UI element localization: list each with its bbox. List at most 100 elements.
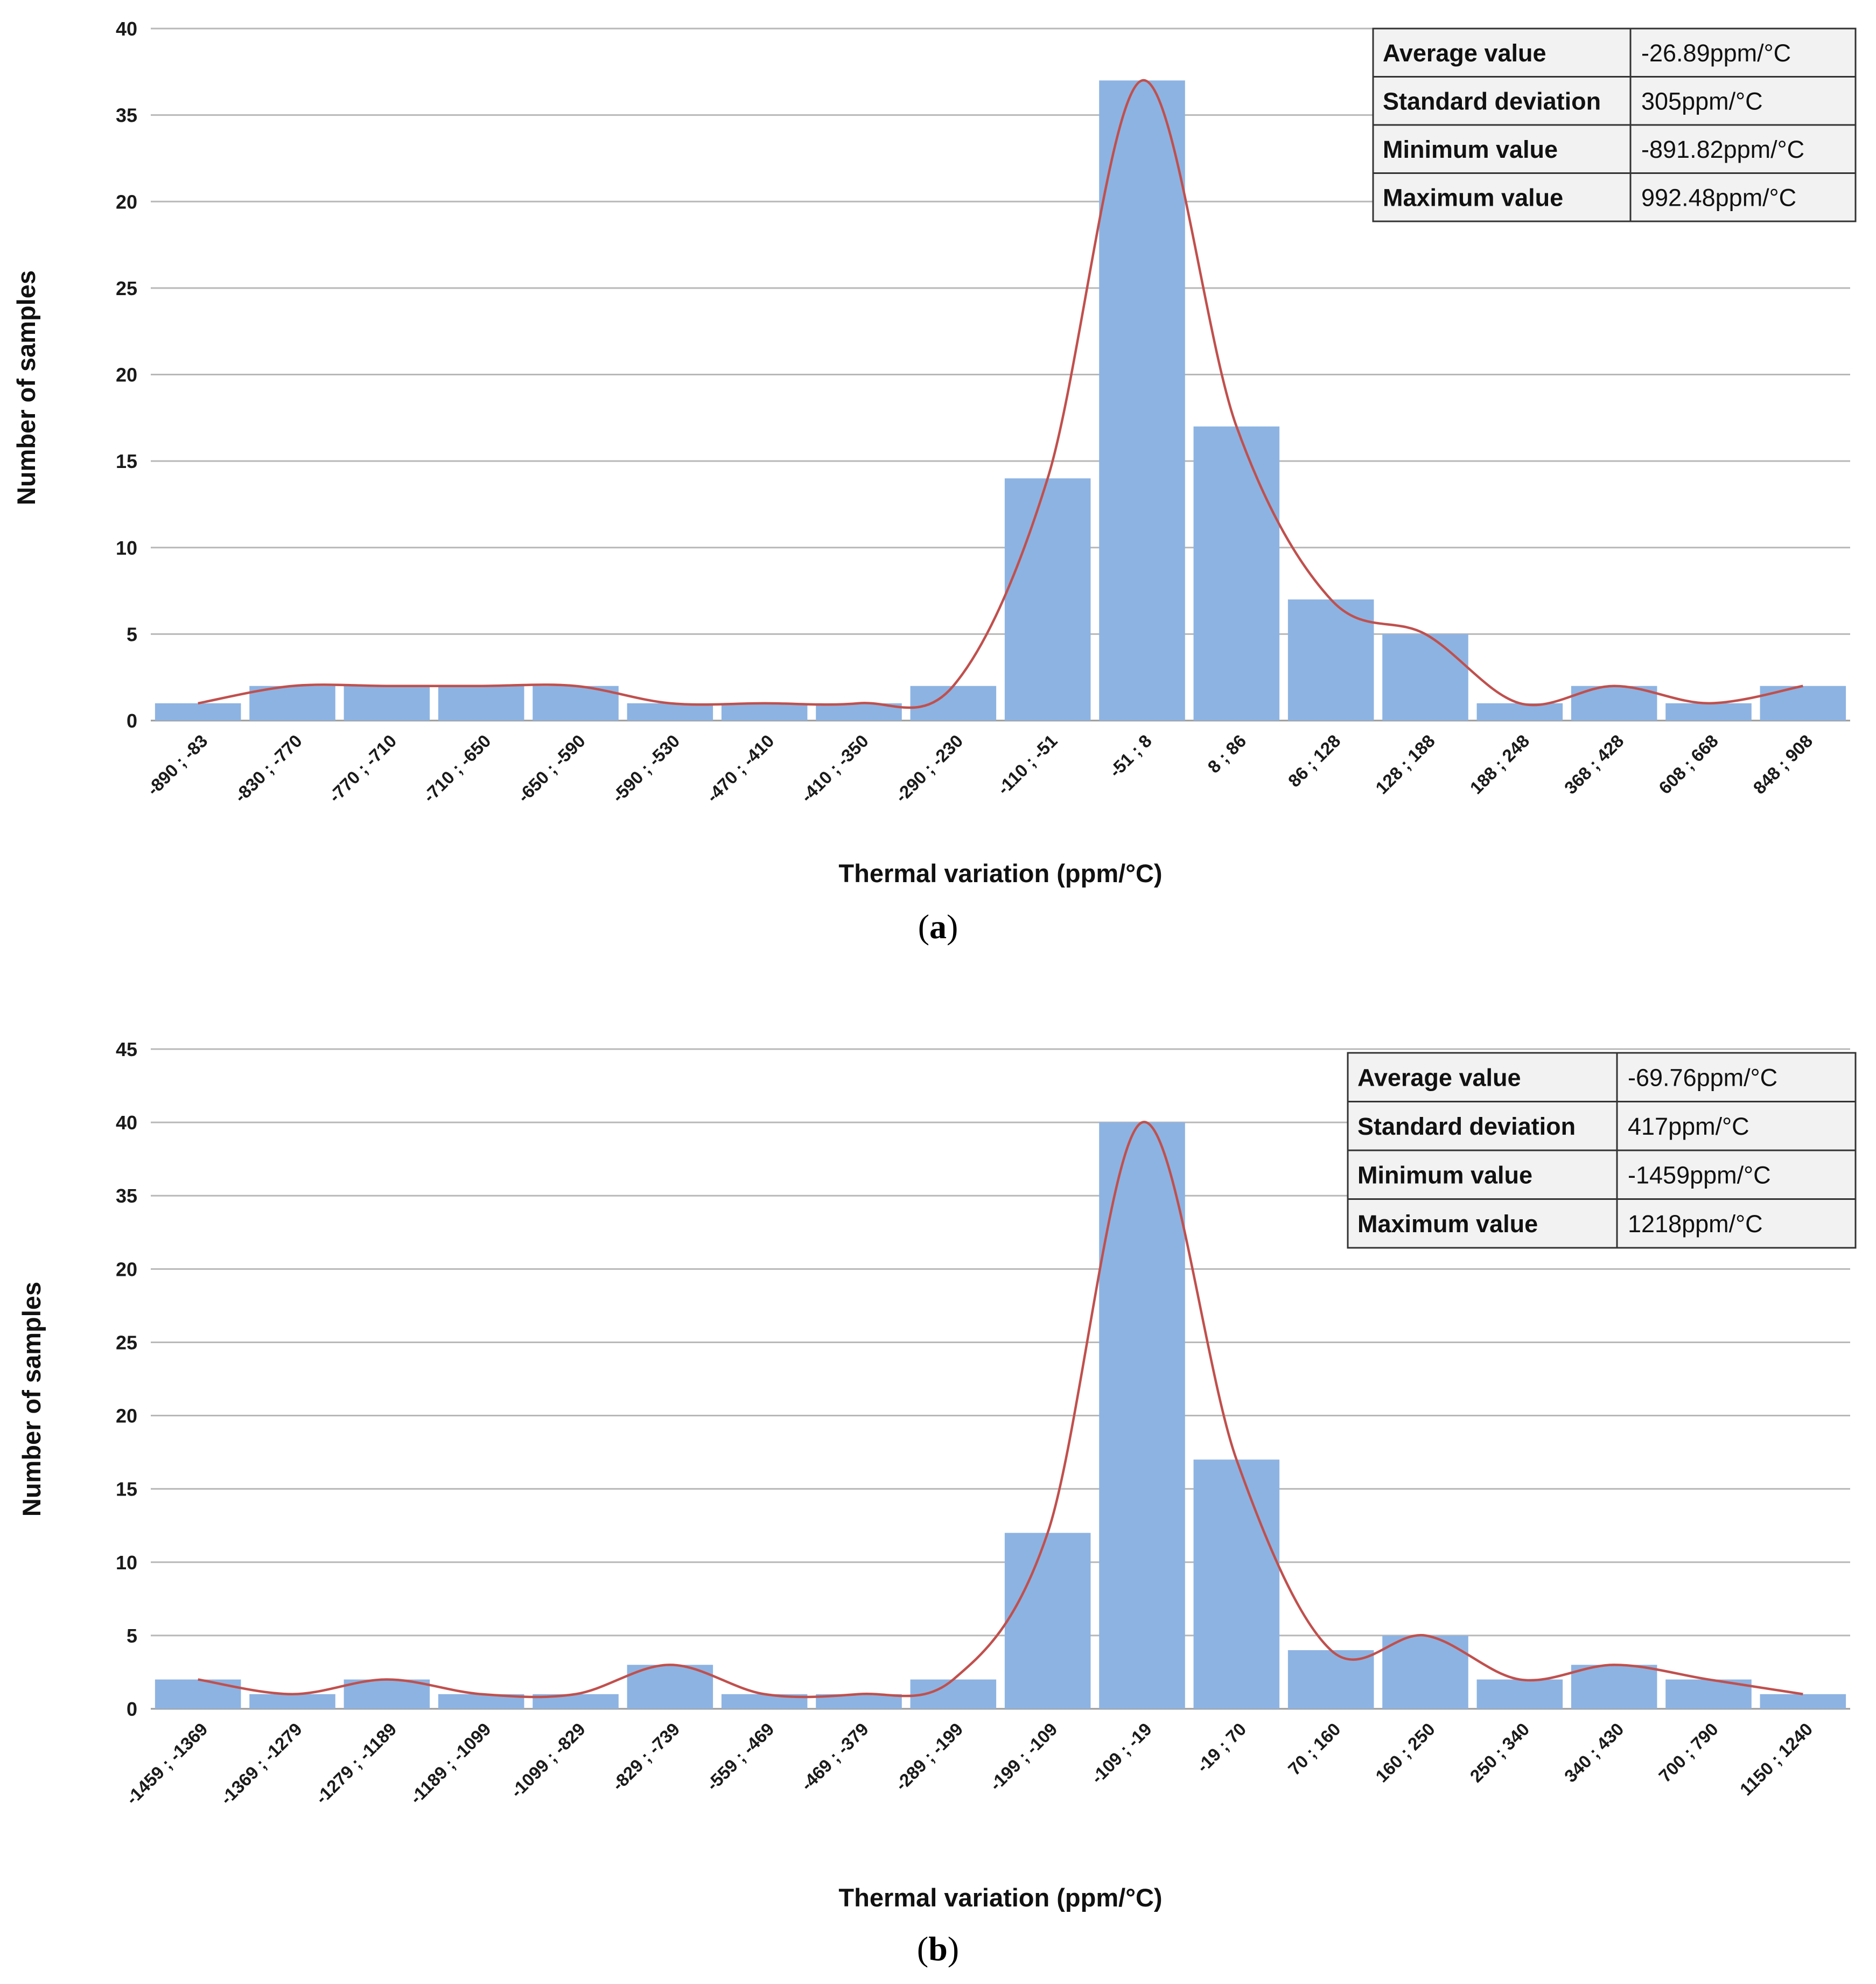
x-category-label: -890 ; -83 <box>143 731 211 799</box>
bar <box>627 703 713 721</box>
x-category-label: -289 ; -199 <box>891 1719 967 1794</box>
x-category-label: -559 ; -469 <box>702 1719 778 1794</box>
bar <box>438 686 524 721</box>
x-category-label: 700 ; 790 <box>1655 1719 1722 1786</box>
x-category-label: 188 ; 248 <box>1466 731 1534 798</box>
y-tick-label: 45 <box>116 1038 137 1060</box>
y-tick-label: 40 <box>116 18 137 40</box>
y-tick-label: 15 <box>116 450 137 472</box>
stats-value: 417ppm/°C <box>1628 1113 1749 1140</box>
bar <box>721 703 808 721</box>
bar <box>1004 1533 1091 1709</box>
stats-label: Standard deviation <box>1357 1113 1576 1140</box>
x-category-label: -1189 ; -1099 <box>406 1719 495 1808</box>
bar <box>1099 80 1185 721</box>
fit-curve <box>198 1121 1803 1699</box>
bar <box>1004 478 1091 721</box>
bar <box>155 703 241 721</box>
x-category-label: -770 ; -710 <box>325 731 400 806</box>
stats-value: -1459ppm/°C <box>1628 1161 1771 1189</box>
y-tick-label: 0 <box>127 710 137 732</box>
bar <box>249 686 335 721</box>
y-tick-label: 35 <box>116 104 137 127</box>
bar <box>1193 426 1280 721</box>
x-category-label: -110 ; -51 <box>993 731 1061 799</box>
stats-label: Minimum value <box>1383 136 1558 163</box>
y-tick-label: 5 <box>127 623 137 645</box>
x-category-label: -710 ; -650 <box>419 731 494 806</box>
stats-label: Standard deviation <box>1383 87 1601 115</box>
stats-value: -26.89ppm/°C <box>1641 39 1791 67</box>
y-axis-title: Number of samples <box>17 1282 46 1517</box>
chart-a: 0 5 10 15 20 25 20 35 40 -890 ; -83 -830 ; -770 -77… <box>12 18 1857 946</box>
bar <box>1665 703 1752 721</box>
x-category-label: -470 ; -410 <box>702 731 778 806</box>
x-category-label: 340 ; 430 <box>1560 1719 1628 1786</box>
y-tick-label: 20 <box>116 191 137 213</box>
bar <box>1476 703 1563 721</box>
panel-caption: (b) <box>917 1930 959 1968</box>
bar <box>910 686 997 721</box>
x-category-label: 128 ; 188 <box>1371 731 1439 798</box>
y-tick-label: 20 <box>116 1405 137 1427</box>
stats-value: -891.82ppm/°C <box>1641 136 1804 163</box>
x-category-label: -829 ; -739 <box>608 1719 683 1794</box>
y-tick-label: 40 <box>116 1112 137 1134</box>
x-category-label: -109 ; -19 <box>1087 1719 1156 1787</box>
stats-value: 1218ppm/°C <box>1628 1210 1763 1238</box>
y-tick-label: 20 <box>116 364 137 386</box>
bar <box>1382 634 1468 721</box>
x-category-label: -1459 ; -1369 <box>122 1719 211 1808</box>
panel-letter: a <box>929 907 947 946</box>
stats-table: Average value -26.89ppm/°C Standard deviat… <box>1372 27 1857 222</box>
fit-curve <box>198 79 1803 709</box>
x-category-label: 1150 ; 1240 <box>1736 1719 1816 1799</box>
panel-caption: (a) <box>918 907 958 946</box>
bar <box>155 1679 241 1709</box>
bar <box>344 1679 430 1709</box>
x-category-label: 848 ; 908 <box>1749 731 1817 798</box>
y-tick-label: 20 <box>116 1258 137 1280</box>
panel-letter: b <box>928 1930 948 1968</box>
bar <box>249 1694 335 1709</box>
stats-label: Maximum value <box>1383 184 1563 211</box>
y-axis-title: Number of samples <box>12 270 40 505</box>
x-category-label: 70 ; 160 <box>1284 1719 1345 1779</box>
bar <box>627 1665 713 1709</box>
bar <box>1760 1694 1846 1709</box>
x-category-label: 250 ; 340 <box>1466 1719 1534 1786</box>
stats-value: 992.48ppm/°C <box>1641 184 1796 211</box>
y-tick-label: 0 <box>127 1698 137 1720</box>
chart-b: 0 5 10 15 20 25 20 35 40 45 -1459 ; -1369 -1369 ; -… <box>17 1038 1857 1968</box>
x-category-label: 86 ; 128 <box>1284 731 1345 791</box>
x-category-label: -650 ; -590 <box>514 731 589 806</box>
y-tick-label: 25 <box>116 1331 137 1353</box>
y-tick-label: 15 <box>116 1478 137 1500</box>
y-tick-label: 10 <box>116 537 137 559</box>
x-category-label: -469 ; -379 <box>797 1719 872 1794</box>
x-category-label: -830 ; -770 <box>230 731 306 806</box>
x-category-label: -51 ; 8 <box>1105 731 1156 781</box>
x-category-label: -590 ; -530 <box>608 731 683 806</box>
x-axis-title: Thermal variation (ppm/°C) <box>838 1883 1162 1912</box>
bar <box>1571 1665 1657 1709</box>
x-category-label: 608 ; 668 <box>1655 731 1722 798</box>
x-category-label: -410 ; -350 <box>797 731 872 806</box>
bar <box>1193 1459 1280 1709</box>
x-category-label: -1099 ; -829 <box>507 1719 589 1801</box>
stats-label: Average value <box>1383 39 1546 67</box>
stats-table: Average value -69.76ppm/°C Standard deviat… <box>1347 1052 1857 1249</box>
x-category-label: 368 ; 428 <box>1560 731 1628 798</box>
stats-label: Maximum value <box>1357 1210 1538 1238</box>
y-tick-label: 5 <box>127 1625 137 1647</box>
x-category-label: 8 ; 86 <box>1203 731 1250 777</box>
stats-label: Minimum value <box>1357 1161 1532 1189</box>
y-tick-label: 10 <box>116 1552 137 1574</box>
stats-label: Average value <box>1357 1064 1521 1091</box>
bar <box>344 686 430 721</box>
stats-value: -69.76ppm/°C <box>1628 1064 1777 1091</box>
stats-value: 305ppm/°C <box>1641 87 1763 115</box>
bar <box>1760 686 1846 721</box>
x-category-label: -290 ; -230 <box>891 731 967 806</box>
